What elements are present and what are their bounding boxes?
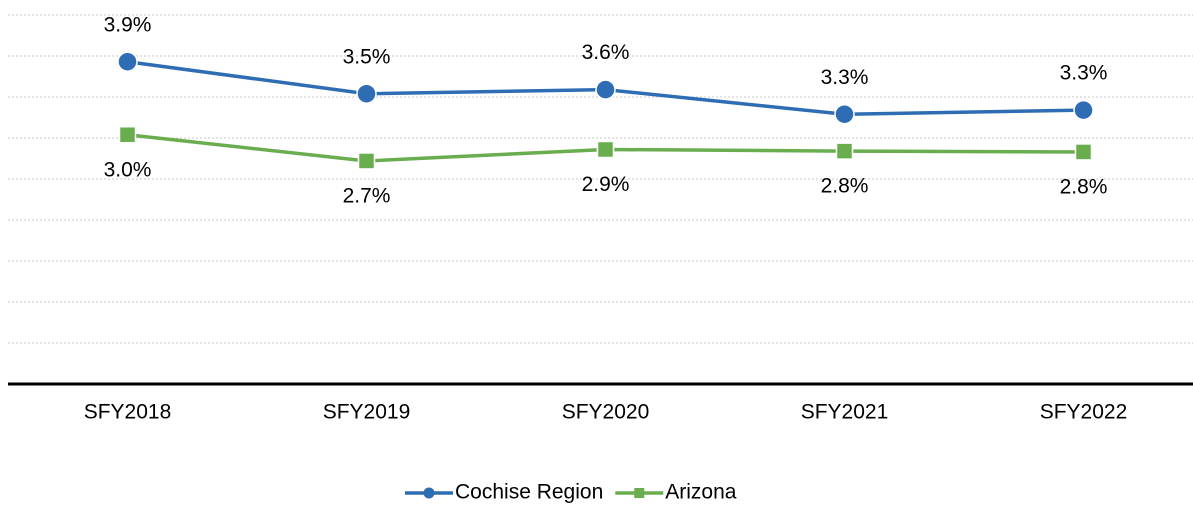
marker — [835, 142, 854, 160]
marker — [1073, 99, 1094, 121]
x-tick-label: SFY2018 — [84, 401, 172, 424]
data-label: 3.3% — [821, 66, 869, 89]
marker — [834, 103, 855, 125]
data-label: 3.5% — [343, 45, 391, 68]
plot-area: SFY2018 SFY2019 SFY2020 SFY2021 SFY2022 3.9% 3… — [84, 13, 1128, 423]
data-label: 3.3% — [1060, 62, 1108, 85]
data-label: 2.8% — [821, 175, 869, 198]
legend-label: Arizona — [665, 481, 737, 504]
legend: Cochise Region Arizona — [405, 481, 737, 504]
data-label: 3.6% — [582, 41, 630, 64]
marker — [117, 51, 138, 72]
marker — [357, 152, 376, 170]
x-tick-label: SFY2021 — [801, 401, 889, 424]
data-label: 3.0% — [104, 158, 152, 181]
marker — [1074, 143, 1093, 161]
data-label: 2.9% — [582, 173, 630, 196]
legend-label: Cochise Region — [455, 481, 603, 504]
marker — [118, 125, 137, 144]
marker — [356, 83, 377, 104]
legend-marker — [423, 487, 435, 499]
x-tick-label: SFY2022 — [1040, 401, 1128, 424]
x-tick-label: SFY2020 — [562, 401, 650, 424]
x-tick-label: SFY2019 — [323, 401, 411, 424]
data-label: 3.9% — [104, 13, 152, 36]
legend-marker — [634, 488, 645, 498]
data-label: 2.8% — [1060, 175, 1108, 198]
marker — [596, 140, 615, 159]
marker — [595, 79, 616, 100]
data-label: 2.7% — [343, 185, 391, 208]
